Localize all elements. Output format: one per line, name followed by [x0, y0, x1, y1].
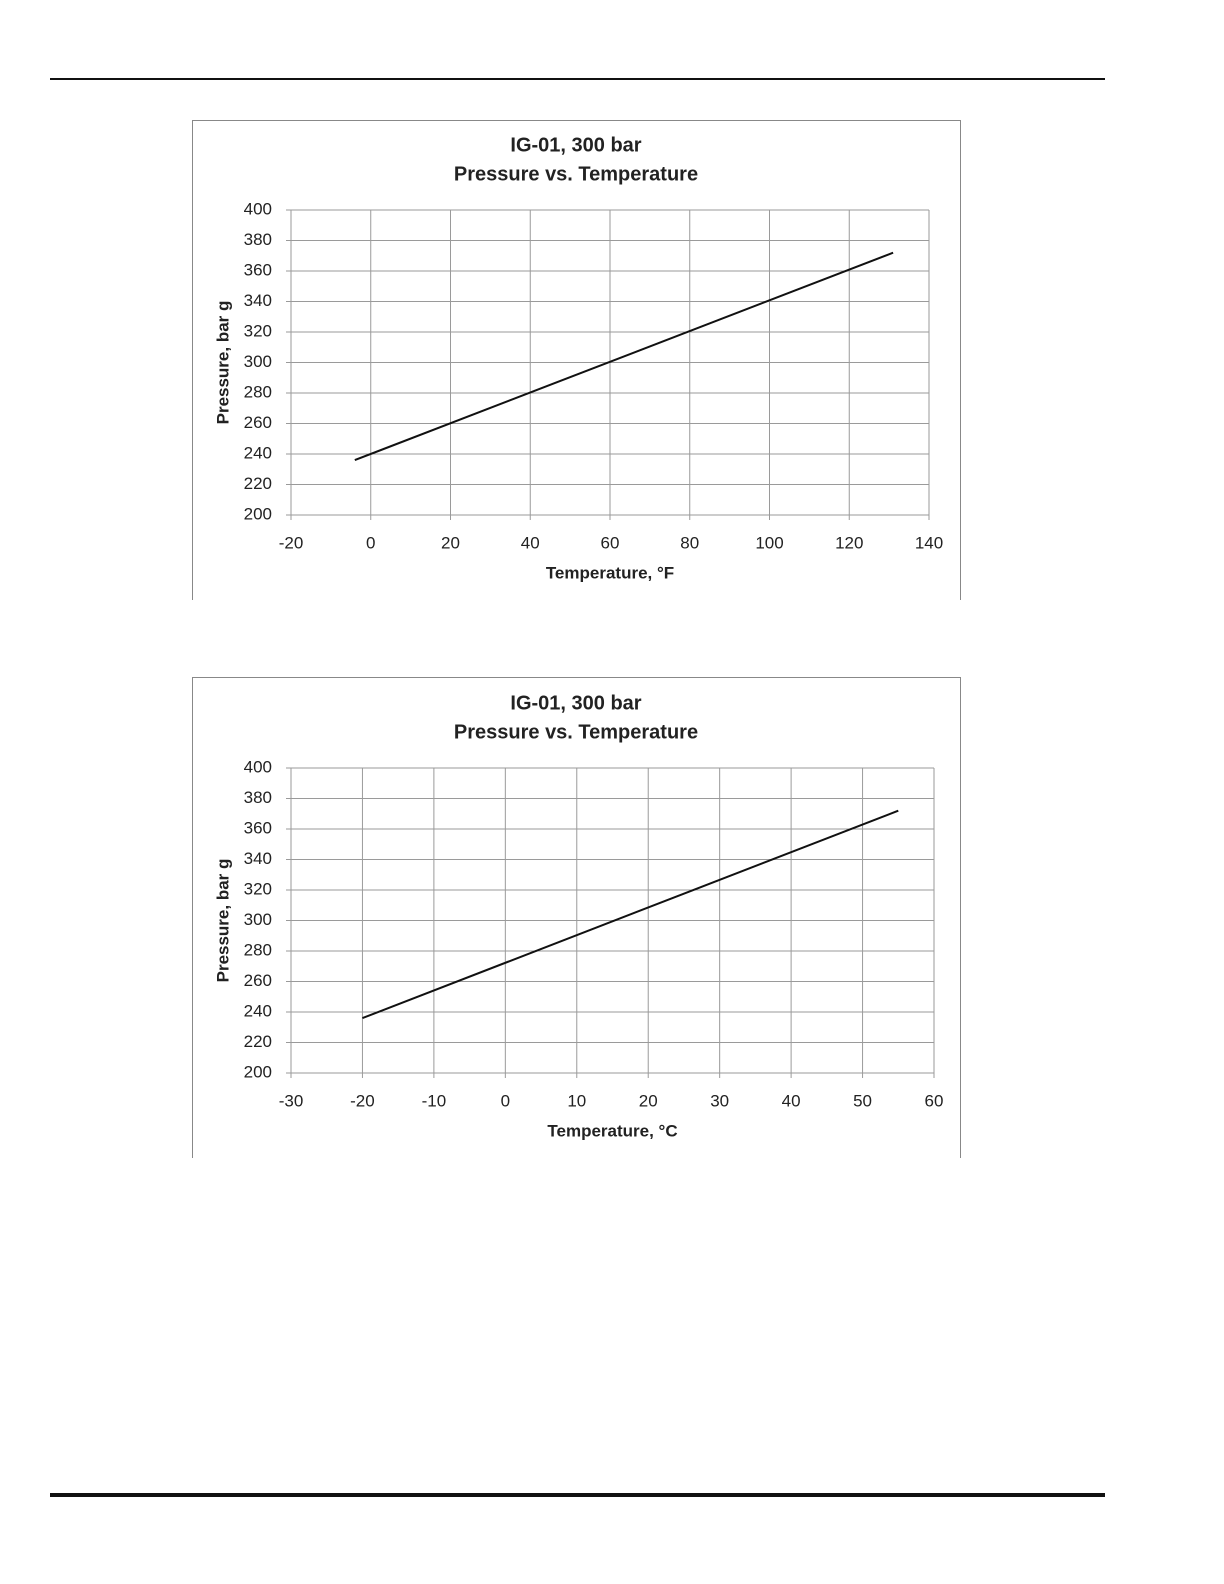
data-line	[354, 251, 894, 462]
x-tick-label: 60	[601, 533, 620, 552]
y-tick-label: 340	[244, 849, 272, 868]
y-tick-label: 280	[244, 382, 272, 401]
x-tick-label: 80	[680, 533, 699, 552]
bottom-rule	[50, 1493, 1105, 1497]
y-tick-label: 260	[244, 413, 272, 432]
y-axis-label: Pressure, bar g	[213, 859, 232, 983]
chart-title: IG-01, 300 bar	[510, 134, 641, 156]
x-tick-label: 40	[521, 533, 540, 552]
y-tick-label: 320	[244, 321, 272, 340]
y-tick-label: 220	[244, 1032, 272, 1051]
y-tick-label: 260	[244, 971, 272, 990]
x-tick-label: 30	[710, 1091, 729, 1110]
x-axis-label: Temperature, °C	[547, 1121, 677, 1140]
chart-title: IG-01, 300 bar	[510, 692, 641, 714]
x-tick-label: -20	[350, 1091, 375, 1110]
x-tick-label: -30	[279, 1091, 304, 1110]
y-tick-label: 200	[244, 504, 272, 523]
y-tick-label: 200	[244, 1062, 272, 1081]
y-tick-label: 320	[244, 879, 272, 898]
y-axis-label: Pressure, bar g	[213, 301, 232, 425]
y-tick-label: 360	[244, 818, 272, 837]
y-tick-label: 380	[244, 230, 272, 249]
top-rule	[50, 78, 1105, 80]
x-tick-label: 10	[567, 1091, 586, 1110]
y-tick-label: 240	[244, 443, 272, 462]
x-tick-label: -20	[279, 533, 304, 552]
y-tick-label: 400	[244, 757, 272, 776]
x-tick-label: 0	[366, 533, 375, 552]
x-axis-label: Temperature, °F	[546, 563, 674, 582]
y-tick-label: 280	[244, 940, 272, 959]
x-tick-label: 100	[755, 533, 783, 552]
x-tick-label: 20	[441, 533, 460, 552]
y-tick-label: 380	[244, 788, 272, 807]
x-tick-label: 60	[925, 1091, 944, 1110]
x-tick-label: 20	[639, 1091, 658, 1110]
y-tick-label: 300	[244, 910, 272, 929]
x-tick-label: 120	[835, 533, 863, 552]
chart-frame	[192, 677, 961, 1158]
y-tick-label: 340	[244, 291, 272, 310]
chart-subtitle: Pressure vs. Temperature	[454, 163, 698, 185]
x-tick-label: 140	[915, 533, 943, 552]
x-tick-label: -10	[422, 1091, 447, 1110]
data-line	[362, 809, 899, 1020]
chart-subtitle: Pressure vs. Temperature	[454, 721, 698, 743]
x-tick-label: 50	[853, 1091, 872, 1110]
x-tick-label: 0	[501, 1091, 510, 1110]
x-tick-label: 40	[782, 1091, 801, 1110]
y-tick-label: 300	[244, 352, 272, 371]
y-tick-label: 360	[244, 260, 272, 279]
y-tick-label: 240	[244, 1001, 272, 1020]
chart-frame	[192, 120, 961, 600]
y-tick-label: 220	[244, 474, 272, 493]
y-tick-label: 400	[244, 199, 272, 218]
